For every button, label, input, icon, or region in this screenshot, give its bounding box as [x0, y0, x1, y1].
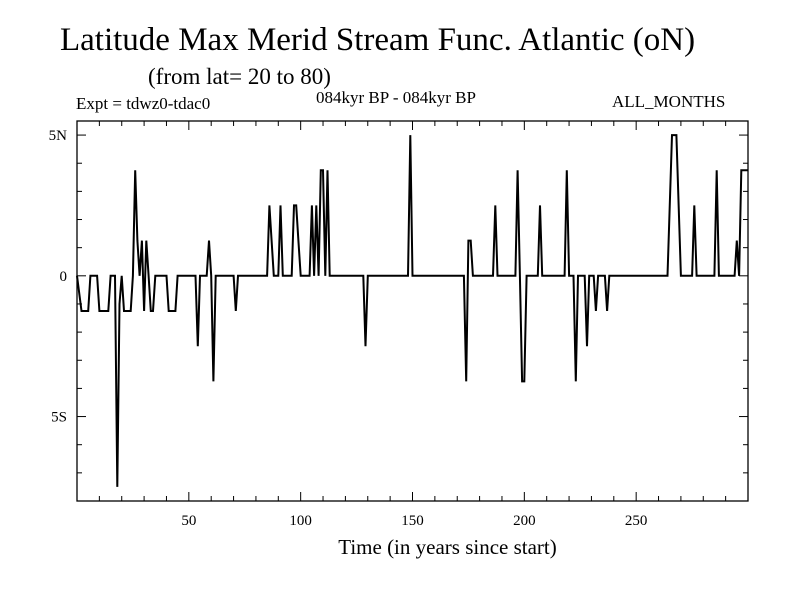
x-tick-label: 100 [289, 513, 312, 529]
x-tick-label: 200 [513, 513, 536, 529]
series-line [76, 134, 748, 487]
x-tick-label: 50 [181, 513, 196, 529]
months-label: ALL_MONTHS [612, 92, 726, 111]
y-tick-label: 5S [51, 410, 67, 426]
chart-title: Latitude Max Merid Stream Func. Atlantic… [60, 22, 696, 58]
x-tick-label: 150 [401, 513, 424, 529]
y-tick-label: 5N [49, 128, 68, 144]
x-tick-label: 250 [625, 513, 648, 529]
period-label: 084kyr BP - 084kyr BP [316, 88, 476, 107]
plot-frame [76, 120, 749, 502]
y-tick-label: 0 [60, 269, 68, 285]
chart-subtitle: (from lat= 20 to 80) [148, 64, 331, 89]
x-axis-label: Time (in years since start) [338, 535, 557, 559]
experiment-label: Expt = tdwz0-tdac0 [76, 94, 211, 113]
